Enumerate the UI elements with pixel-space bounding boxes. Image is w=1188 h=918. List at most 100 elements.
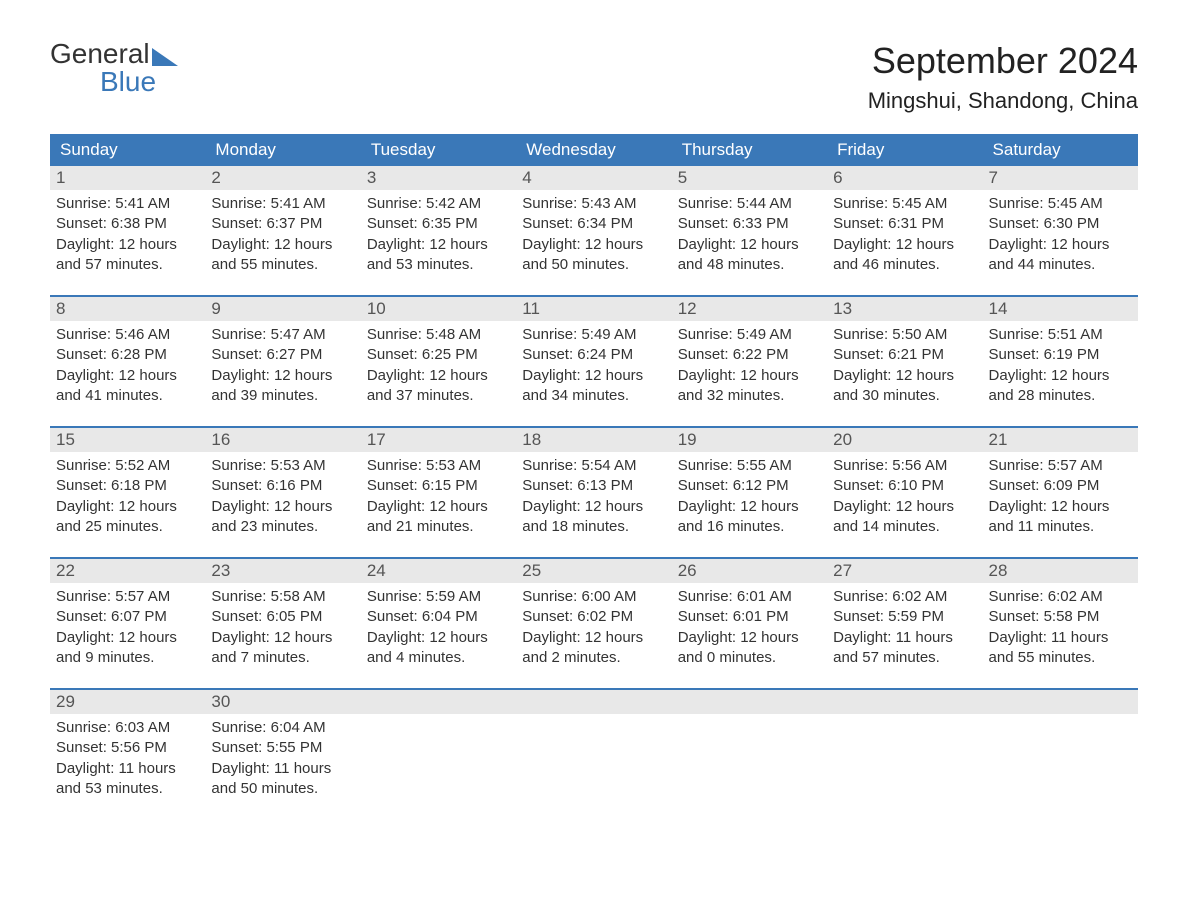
day-number: 14 <box>983 297 1138 321</box>
day-line: and 41 minutes. <box>56 386 199 406</box>
day-line: Sunrise: 5:52 AM <box>56 456 199 476</box>
day-cell: 22Sunrise: 5:57 AMSunset: 6:07 PMDayligh… <box>50 559 205 676</box>
day-line: and 0 minutes. <box>678 648 821 668</box>
day-detail: Sunrise: 5:57 AMSunset: 6:09 PMDaylight:… <box>983 452 1138 545</box>
day-line: Sunrise: 5:50 AM <box>833 325 976 345</box>
day-line: Daylight: 12 hours <box>833 235 976 255</box>
day-detail: Sunrise: 5:55 AMSunset: 6:12 PMDaylight:… <box>672 452 827 545</box>
day-line: and 14 minutes. <box>833 517 976 537</box>
day-line: Sunset: 6:15 PM <box>367 476 510 496</box>
day-cell: 3Sunrise: 5:42 AMSunset: 6:35 PMDaylight… <box>361 166 516 283</box>
day-line: Sunrise: 5:45 AM <box>833 194 976 214</box>
day-line: Daylight: 12 hours <box>211 235 354 255</box>
day-line: Sunset: 6:27 PM <box>211 345 354 365</box>
day-line: and 28 minutes. <box>989 386 1132 406</box>
day-line: Sunset: 5:58 PM <box>989 607 1132 627</box>
logo-text-general: General <box>50 40 150 68</box>
day-number: 6 <box>827 166 982 190</box>
day-detail: Sunrise: 5:51 AMSunset: 6:19 PMDaylight:… <box>983 321 1138 414</box>
day-line: Sunset: 6:04 PM <box>367 607 510 627</box>
day-number <box>516 690 671 714</box>
day-detail: Sunrise: 5:53 AMSunset: 6:16 PMDaylight:… <box>205 452 360 545</box>
day-number: 10 <box>361 297 516 321</box>
day-line: and 37 minutes. <box>367 386 510 406</box>
day-line: and 39 minutes. <box>211 386 354 406</box>
day-detail: Sunrise: 6:04 AMSunset: 5:55 PMDaylight:… <box>205 714 360 807</box>
day-line: Daylight: 11 hours <box>833 628 976 648</box>
day-line: Sunrise: 5:53 AM <box>211 456 354 476</box>
day-number: 1 <box>50 166 205 190</box>
day-line: Sunset: 5:56 PM <box>56 738 199 758</box>
day-line: Sunrise: 5:41 AM <box>56 194 199 214</box>
day-detail: Sunrise: 6:03 AMSunset: 5:56 PMDaylight:… <box>50 714 205 807</box>
day-number: 12 <box>672 297 827 321</box>
day-detail: Sunrise: 5:42 AMSunset: 6:35 PMDaylight:… <box>361 190 516 283</box>
day-line: Sunset: 6:35 PM <box>367 214 510 234</box>
day-cell: 14Sunrise: 5:51 AMSunset: 6:19 PMDayligh… <box>983 297 1138 414</box>
day-line: Sunset: 6:38 PM <box>56 214 199 234</box>
day-line: Sunrise: 5:55 AM <box>678 456 821 476</box>
day-line: Sunset: 6:12 PM <box>678 476 821 496</box>
day-detail: Sunrise: 5:59 AMSunset: 6:04 PMDaylight:… <box>361 583 516 676</box>
day-cell: 26Sunrise: 6:01 AMSunset: 6:01 PMDayligh… <box>672 559 827 676</box>
day-cell: 29Sunrise: 6:03 AMSunset: 5:56 PMDayligh… <box>50 690 205 807</box>
day-line: Sunset: 6:19 PM <box>989 345 1132 365</box>
day-line: Daylight: 12 hours <box>367 497 510 517</box>
day-detail: Sunrise: 5:49 AMSunset: 6:24 PMDaylight:… <box>516 321 671 414</box>
day-line: Daylight: 12 hours <box>989 497 1132 517</box>
day-line: Sunset: 6:05 PM <box>211 607 354 627</box>
day-line: Sunset: 6:33 PM <box>678 214 821 234</box>
day-number: 3 <box>361 166 516 190</box>
day-cell: 13Sunrise: 5:50 AMSunset: 6:21 PMDayligh… <box>827 297 982 414</box>
day-line: Daylight: 12 hours <box>833 366 976 386</box>
day-line: Daylight: 11 hours <box>989 628 1132 648</box>
day-line: Sunrise: 6:02 AM <box>833 587 976 607</box>
day-number: 21 <box>983 428 1138 452</box>
week-row: 15Sunrise: 5:52 AMSunset: 6:18 PMDayligh… <box>50 426 1138 545</box>
day-detail: Sunrise: 5:46 AMSunset: 6:28 PMDaylight:… <box>50 321 205 414</box>
day-detail: Sunrise: 5:48 AMSunset: 6:25 PMDaylight:… <box>361 321 516 414</box>
day-header: Saturday <box>983 134 1138 166</box>
day-line: Sunset: 6:09 PM <box>989 476 1132 496</box>
day-line: Sunrise: 5:57 AM <box>989 456 1132 476</box>
day-line: and 57 minutes. <box>833 648 976 668</box>
day-cell: 16Sunrise: 5:53 AMSunset: 6:16 PMDayligh… <box>205 428 360 545</box>
day-cell: 4Sunrise: 5:43 AMSunset: 6:34 PMDaylight… <box>516 166 671 283</box>
day-cell: 25Sunrise: 6:00 AMSunset: 6:02 PMDayligh… <box>516 559 671 676</box>
day-line: Sunrise: 5:48 AM <box>367 325 510 345</box>
day-number: 20 <box>827 428 982 452</box>
day-number: 9 <box>205 297 360 321</box>
day-line: Sunset: 5:59 PM <box>833 607 976 627</box>
day-line: and 9 minutes. <box>56 648 199 668</box>
week-row: 22Sunrise: 5:57 AMSunset: 6:07 PMDayligh… <box>50 557 1138 676</box>
day-line: and 25 minutes. <box>56 517 199 537</box>
day-line: Sunrise: 5:59 AM <box>367 587 510 607</box>
day-cell: 28Sunrise: 6:02 AMSunset: 5:58 PMDayligh… <box>983 559 1138 676</box>
day-line: Sunrise: 5:41 AM <box>211 194 354 214</box>
title-block: September 2024 Mingshui, Shandong, China <box>868 40 1138 114</box>
day-number: 30 <box>205 690 360 714</box>
day-line: Sunset: 6:22 PM <box>678 345 821 365</box>
day-header-row: SundayMondayTuesdayWednesdayThursdayFrid… <box>50 134 1138 166</box>
day-line: and 23 minutes. <box>211 517 354 537</box>
day-number: 11 <box>516 297 671 321</box>
day-line: Sunset: 6:30 PM <box>989 214 1132 234</box>
day-line: Sunset: 6:07 PM <box>56 607 199 627</box>
day-cell <box>516 690 671 807</box>
day-line: Daylight: 12 hours <box>678 366 821 386</box>
day-cell: 2Sunrise: 5:41 AMSunset: 6:37 PMDaylight… <box>205 166 360 283</box>
day-cell <box>827 690 982 807</box>
day-line: Daylight: 12 hours <box>367 366 510 386</box>
day-number: 29 <box>50 690 205 714</box>
day-line: Sunset: 6:10 PM <box>833 476 976 496</box>
day-number: 13 <box>827 297 982 321</box>
day-detail: Sunrise: 5:41 AMSunset: 6:38 PMDaylight:… <box>50 190 205 283</box>
day-line: Daylight: 12 hours <box>833 497 976 517</box>
day-number: 2 <box>205 166 360 190</box>
day-line: Sunset: 6:16 PM <box>211 476 354 496</box>
day-line: Daylight: 12 hours <box>56 235 199 255</box>
day-line: Sunrise: 5:47 AM <box>211 325 354 345</box>
day-detail: Sunrise: 5:52 AMSunset: 6:18 PMDaylight:… <box>50 452 205 545</box>
day-cell: 9Sunrise: 5:47 AMSunset: 6:27 PMDaylight… <box>205 297 360 414</box>
day-line: Sunrise: 5:58 AM <box>211 587 354 607</box>
